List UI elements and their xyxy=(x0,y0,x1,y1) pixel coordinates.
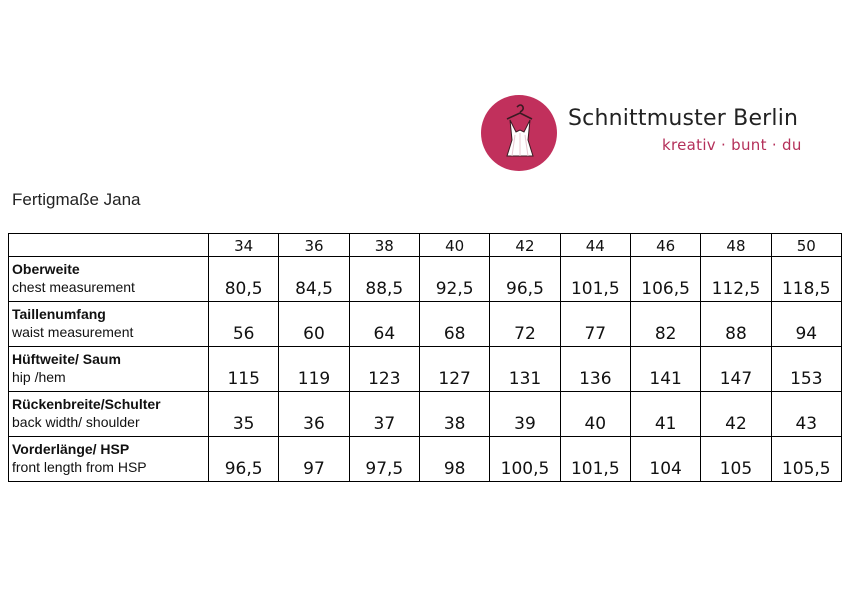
row-label: Oberweite chest measurement xyxy=(8,256,209,302)
table-cell: 56 xyxy=(207,301,280,347)
table-cell: 123 xyxy=(348,346,420,392)
table-cell: 104 xyxy=(629,436,702,482)
size-header: 48 xyxy=(700,233,772,257)
table-cell: 43 xyxy=(770,391,842,437)
header-label-empty xyxy=(8,233,209,257)
table-cell: 101,5 xyxy=(559,256,631,302)
table-row-back-width: Rückenbreite/Schulter back width/ should… xyxy=(8,391,842,437)
size-header: 38 xyxy=(348,233,420,257)
table-cell: 153 xyxy=(770,346,842,392)
row-label-de: Vorderlänge/ HSP xyxy=(12,441,130,457)
row-label: Hüftweite/ Saum hip /hem xyxy=(8,346,209,392)
row-label: Vorderlänge/ HSP front length from HSP xyxy=(8,436,209,482)
size-header: 36 xyxy=(278,233,350,257)
table-cell: 97,5 xyxy=(348,436,420,482)
table-cell: 37 xyxy=(348,391,420,437)
row-label-de: Taillenumfang xyxy=(12,306,106,322)
table-cell: 105 xyxy=(700,436,772,482)
size-header: 44 xyxy=(559,233,631,257)
size-header: 50 xyxy=(770,233,842,257)
row-label-en: waist measurement xyxy=(12,324,134,340)
table-cell: 77 xyxy=(559,301,631,347)
table-cell: 92,5 xyxy=(418,256,491,302)
table-cell: 112,5 xyxy=(700,256,772,302)
table-cell: 88 xyxy=(700,301,772,347)
table-cell: 101,5 xyxy=(559,436,631,482)
table-cell: 64 xyxy=(348,301,420,347)
table-cell: 96,5 xyxy=(489,256,561,302)
table-cell: 84,5 xyxy=(278,256,350,302)
table-cell: 97 xyxy=(278,436,350,482)
row-label-en: chest measurement xyxy=(12,279,135,295)
table-row-waist: Taillenumfang waist measurement 56 60 64… xyxy=(8,301,842,347)
table-cell: 105,5 xyxy=(770,436,842,482)
size-header: 42 xyxy=(489,233,561,257)
table-cell: 106,5 xyxy=(629,256,702,302)
row-label-en: hip /hem xyxy=(12,369,66,385)
row-label-en: front length from HSP xyxy=(12,459,147,475)
row-label-de: Rückenbreite/Schulter xyxy=(12,396,161,412)
table-cell: 36 xyxy=(278,391,350,437)
size-chart-table: 34 36 38 40 42 44 46 48 50 Oberweite che… xyxy=(8,233,842,482)
brand-name: Schnittmuster Berlin xyxy=(568,106,799,131)
table-cell: 82 xyxy=(629,301,702,347)
table-cell: 100,5 xyxy=(489,436,561,482)
table-row-front-length: Vorderlänge/ HSP front length from HSP 9… xyxy=(8,436,842,482)
table-cell: 147 xyxy=(700,346,772,392)
table-cell: 115 xyxy=(207,346,280,392)
table-cell: 98 xyxy=(418,436,491,482)
logo-dress-on-hanger-icon xyxy=(481,95,557,171)
table-cell: 39 xyxy=(489,391,561,437)
table-cell: 68 xyxy=(418,301,491,347)
table-cell: 41 xyxy=(629,391,702,437)
page-title: Fertigmaße Jana xyxy=(12,190,141,209)
table-cell: 88,5 xyxy=(348,256,420,302)
size-header: 40 xyxy=(418,233,491,257)
table-cell: 131 xyxy=(489,346,561,392)
table-row-hip: Hüftweite/ Saum hip /hem 115 119 123 127… xyxy=(8,346,842,392)
table-cell: 80,5 xyxy=(207,256,280,302)
table-cell: 136 xyxy=(559,346,631,392)
table-row-chest: Oberweite chest measurement 80,5 84,5 88… xyxy=(8,256,842,302)
table-cell: 38 xyxy=(418,391,491,437)
table-cell: 35 xyxy=(207,391,280,437)
row-label-de: Hüftweite/ Saum xyxy=(12,351,121,367)
brand-tagline: kreativ · bunt · du xyxy=(662,136,802,154)
size-header: 46 xyxy=(629,233,702,257)
table-cell: 119 xyxy=(278,346,350,392)
size-header: 34 xyxy=(207,233,280,257)
row-label: Taillenumfang waist measurement xyxy=(8,301,209,347)
table-cell: 118,5 xyxy=(770,256,842,302)
table-cell: 42 xyxy=(700,391,772,437)
table-cell: 96,5 xyxy=(207,436,280,482)
table-cell: 127 xyxy=(418,346,491,392)
row-label-de: Oberweite xyxy=(12,261,80,277)
table-cell: 40 xyxy=(559,391,631,437)
row-label-en: back width/ shoulder xyxy=(12,414,140,430)
table-cell: 94 xyxy=(770,301,842,347)
table-cell: 72 xyxy=(489,301,561,347)
row-label: Rückenbreite/Schulter back width/ should… xyxy=(8,391,209,437)
table-cell: 60 xyxy=(278,301,350,347)
table-cell: 141 xyxy=(629,346,702,392)
size-header-row: 34 36 38 40 42 44 46 48 50 xyxy=(8,233,842,257)
